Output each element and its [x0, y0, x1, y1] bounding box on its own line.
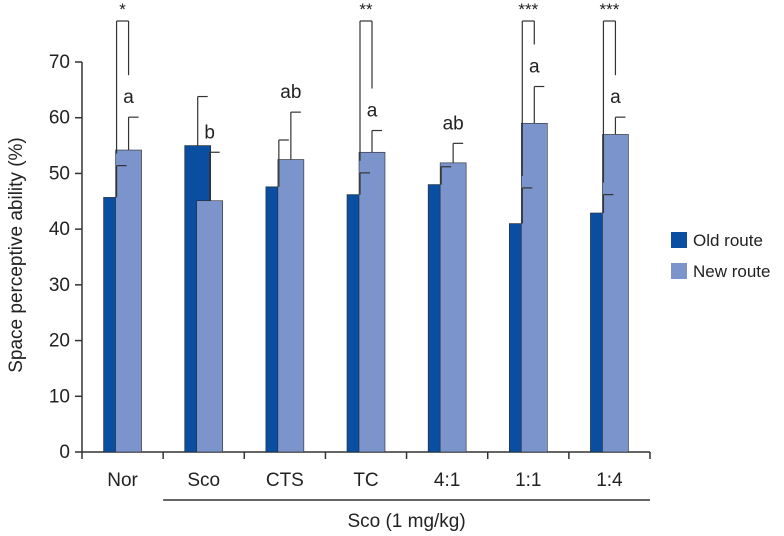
x-tick-label: TC	[353, 470, 378, 491]
bars	[103, 122, 629, 453]
bar	[439, 162, 467, 453]
bar	[520, 122, 548, 453]
x-ticks: Nor Sco CTS TC 4:1 1:1 1:4	[81, 452, 651, 491]
y-tick-label: 0	[59, 442, 70, 463]
y-tick-label: 50	[49, 163, 70, 184]
significance-label: ***	[599, 0, 619, 19]
x-tick-label: 4:1	[434, 470, 460, 491]
x-tick-label: CTS	[266, 470, 304, 491]
legend-swatch	[671, 263, 687, 279]
letter-label: ab	[280, 82, 301, 103]
group-bracket: Sco (1 mg/kg)	[163, 499, 650, 532]
letter-label: a	[529, 57, 540, 78]
y-tick-label: 40	[49, 219, 70, 240]
y-tick-label: 30	[49, 275, 70, 296]
bar	[602, 134, 629, 453]
significance-label: *	[119, 0, 126, 19]
y-ticks: 0 10 20 30 40 50 60 70	[49, 52, 82, 463]
legend-swatch	[671, 232, 687, 248]
letter-label: a	[123, 87, 134, 108]
letter-label: ab	[443, 113, 464, 134]
bar	[277, 159, 305, 453]
legend-label: Old route	[693, 231, 763, 250]
x-tick-label: Nor	[107, 470, 138, 491]
bar	[196, 200, 224, 453]
bar	[115, 149, 142, 453]
significance-brackets: * ** *** ***	[115, 0, 620, 183]
bar	[358, 151, 386, 453]
group-bracket-label: Sco (1 mg/kg)	[347, 511, 465, 532]
y-tick-label: 70	[49, 52, 70, 73]
legend-label: New route	[693, 262, 770, 281]
legend: Old route New route	[671, 231, 770, 281]
significance-label: **	[359, 0, 373, 19]
significance-label: ***	[518, 0, 538, 19]
letter-label: a	[367, 101, 378, 122]
x-tick-label: 1:1	[515, 470, 541, 491]
error-bars	[115, 85, 626, 224]
letter-label: b	[204, 122, 215, 143]
x-tick-label: 1:4	[596, 470, 623, 491]
letter-label: a	[610, 87, 621, 108]
y-tick-label: 10	[49, 386, 70, 407]
y-tick-label: 60	[49, 108, 70, 129]
y-tick-label: 20	[49, 331, 70, 352]
x-tick-label: Sco	[187, 470, 220, 491]
y-axis-label: Space perceptive ability (%)	[6, 137, 27, 373]
